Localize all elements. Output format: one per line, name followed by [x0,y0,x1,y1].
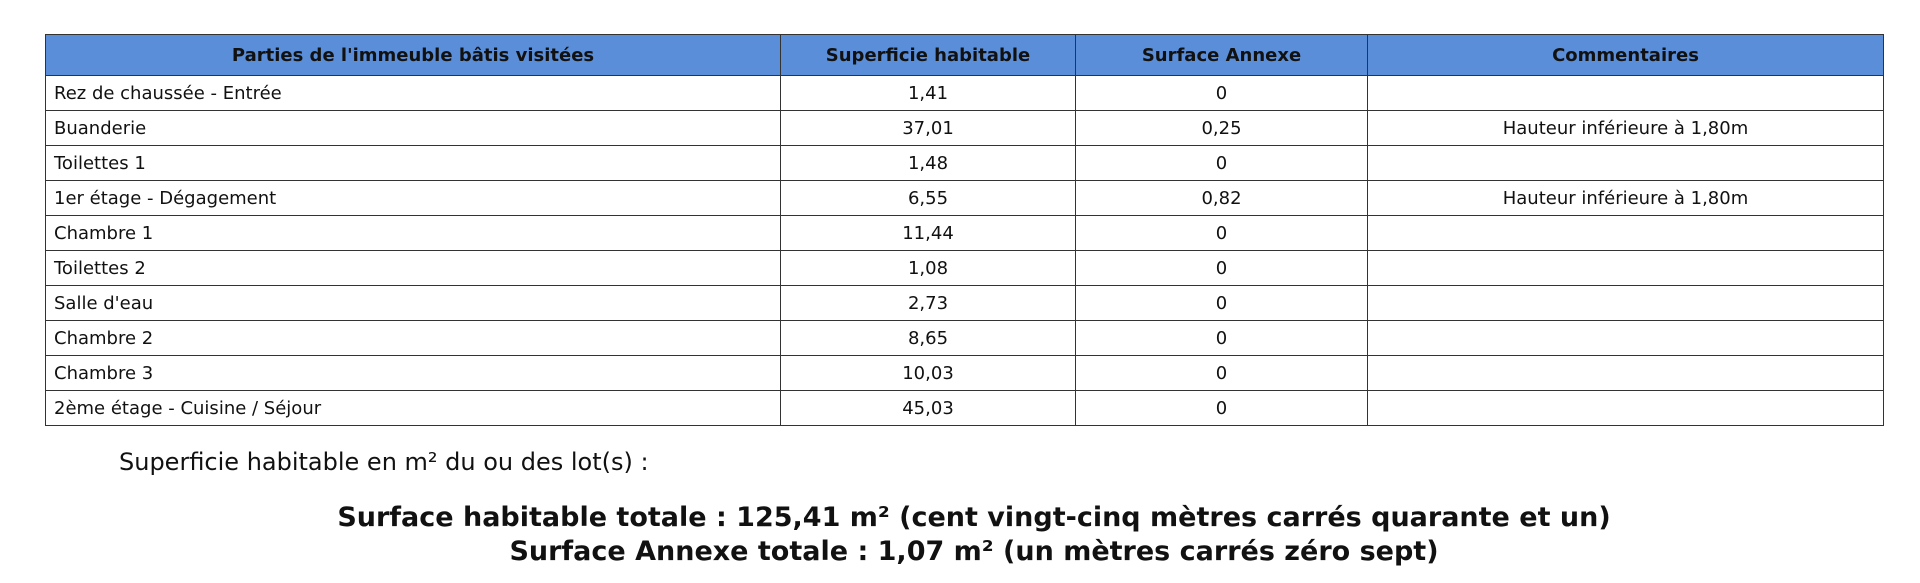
table-cell: Buanderie [45,110,781,146]
table-cell: 0 [1075,355,1368,391]
table-row: 2ème étage - Cuisine / Séjour 45,03 0 [45,390,1884,426]
table-cell: 1er étage - Dégagement [45,180,781,216]
table-cell: 0 [1075,215,1368,251]
header-row: Parties de l'immeuble bâtis visitées Supe… [45,34,1884,76]
table-cell: 0 [1075,285,1368,321]
table-row: Salle d'eau 2,73 0 [45,285,1884,321]
surface-table: Parties de l'immeuble bâtis visitées Supe… [45,34,1884,426]
table-row: Chambre 3 10,03 0 [45,355,1884,391]
table-cell: 8,65 [780,320,1076,356]
total-habitable: Surface habitable totale : 125,41 m² (ce… [337,502,1611,533]
table-cell: Rez de chaussée - Entrée [45,75,781,111]
table-cell [1367,215,1884,251]
table-cell [1367,285,1884,321]
table-cell: 0 [1075,75,1368,111]
table-row: 1er étage - Dégagement 6,55 0,82 Hauteur in… [45,180,1884,216]
table-cell: 6,55 [780,180,1076,216]
table-cell: Chambre 1 [45,215,781,251]
table-cell [1367,250,1884,286]
table-cell: Toilettes 2 [45,250,781,286]
header-cell: Superficie habitable [780,34,1076,76]
table-cell: 0,25 [1075,110,1368,146]
table-cell: 45,03 [780,390,1076,426]
table-cell: 1,41 [780,75,1076,111]
table-cell: 10,03 [780,355,1076,391]
table-cell: 0 [1075,145,1368,181]
table-row: Toilettes 2 1,08 0 [45,250,1884,286]
intro-text: Superficie habitable en m² du ou des lot… [119,448,649,476]
table-cell: 11,44 [780,215,1076,251]
header-cell: Surface Annexe [1075,34,1368,76]
header-cell: Parties de l'immeuble bâtis visitées [45,34,781,76]
table-cell: 1,48 [780,145,1076,181]
table-cell: 2,73 [780,285,1076,321]
table-cell: 0 [1075,250,1368,286]
table-cell: 1,08 [780,250,1076,286]
table-cell [1367,390,1884,426]
table-cell [1367,355,1884,391]
table-cell: Salle d'eau [45,285,781,321]
table-cell: 2ème étage - Cuisine / Séjour [45,390,781,426]
table-row: Rez de chaussée - Entrée 1,41 0 [45,75,1884,111]
table-cell: Chambre 3 [45,355,781,391]
table-cell [1367,145,1884,181]
table-cell: Chambre 2 [45,320,781,356]
total-annexe: Surface Annexe totale : 1,07 m² (un mètr… [509,536,1439,567]
header-cell: Commentaires [1367,34,1884,76]
table-row: Buanderie 37,01 0,25 Hauteur inférieure à 1… [45,110,1884,146]
table-cell: Hauteur inférieure à 1,80m [1367,110,1884,146]
table-cell: 0 [1075,320,1368,356]
table-cell: Toilettes 1 [45,145,781,181]
table-row: Chambre 2 8,65 0 [45,320,1884,356]
table-cell: Hauteur inférieure à 1,80m [1367,180,1884,216]
table-cell [1367,320,1884,356]
table-cell: 37,01 [780,110,1076,146]
table-cell: 0 [1075,390,1368,426]
table-row: Chambre 1 11,44 0 [45,215,1884,251]
table-cell: 0,82 [1075,180,1368,216]
table-row: Toilettes 1 1,48 0 [45,145,1884,181]
table-cell [1367,75,1884,111]
